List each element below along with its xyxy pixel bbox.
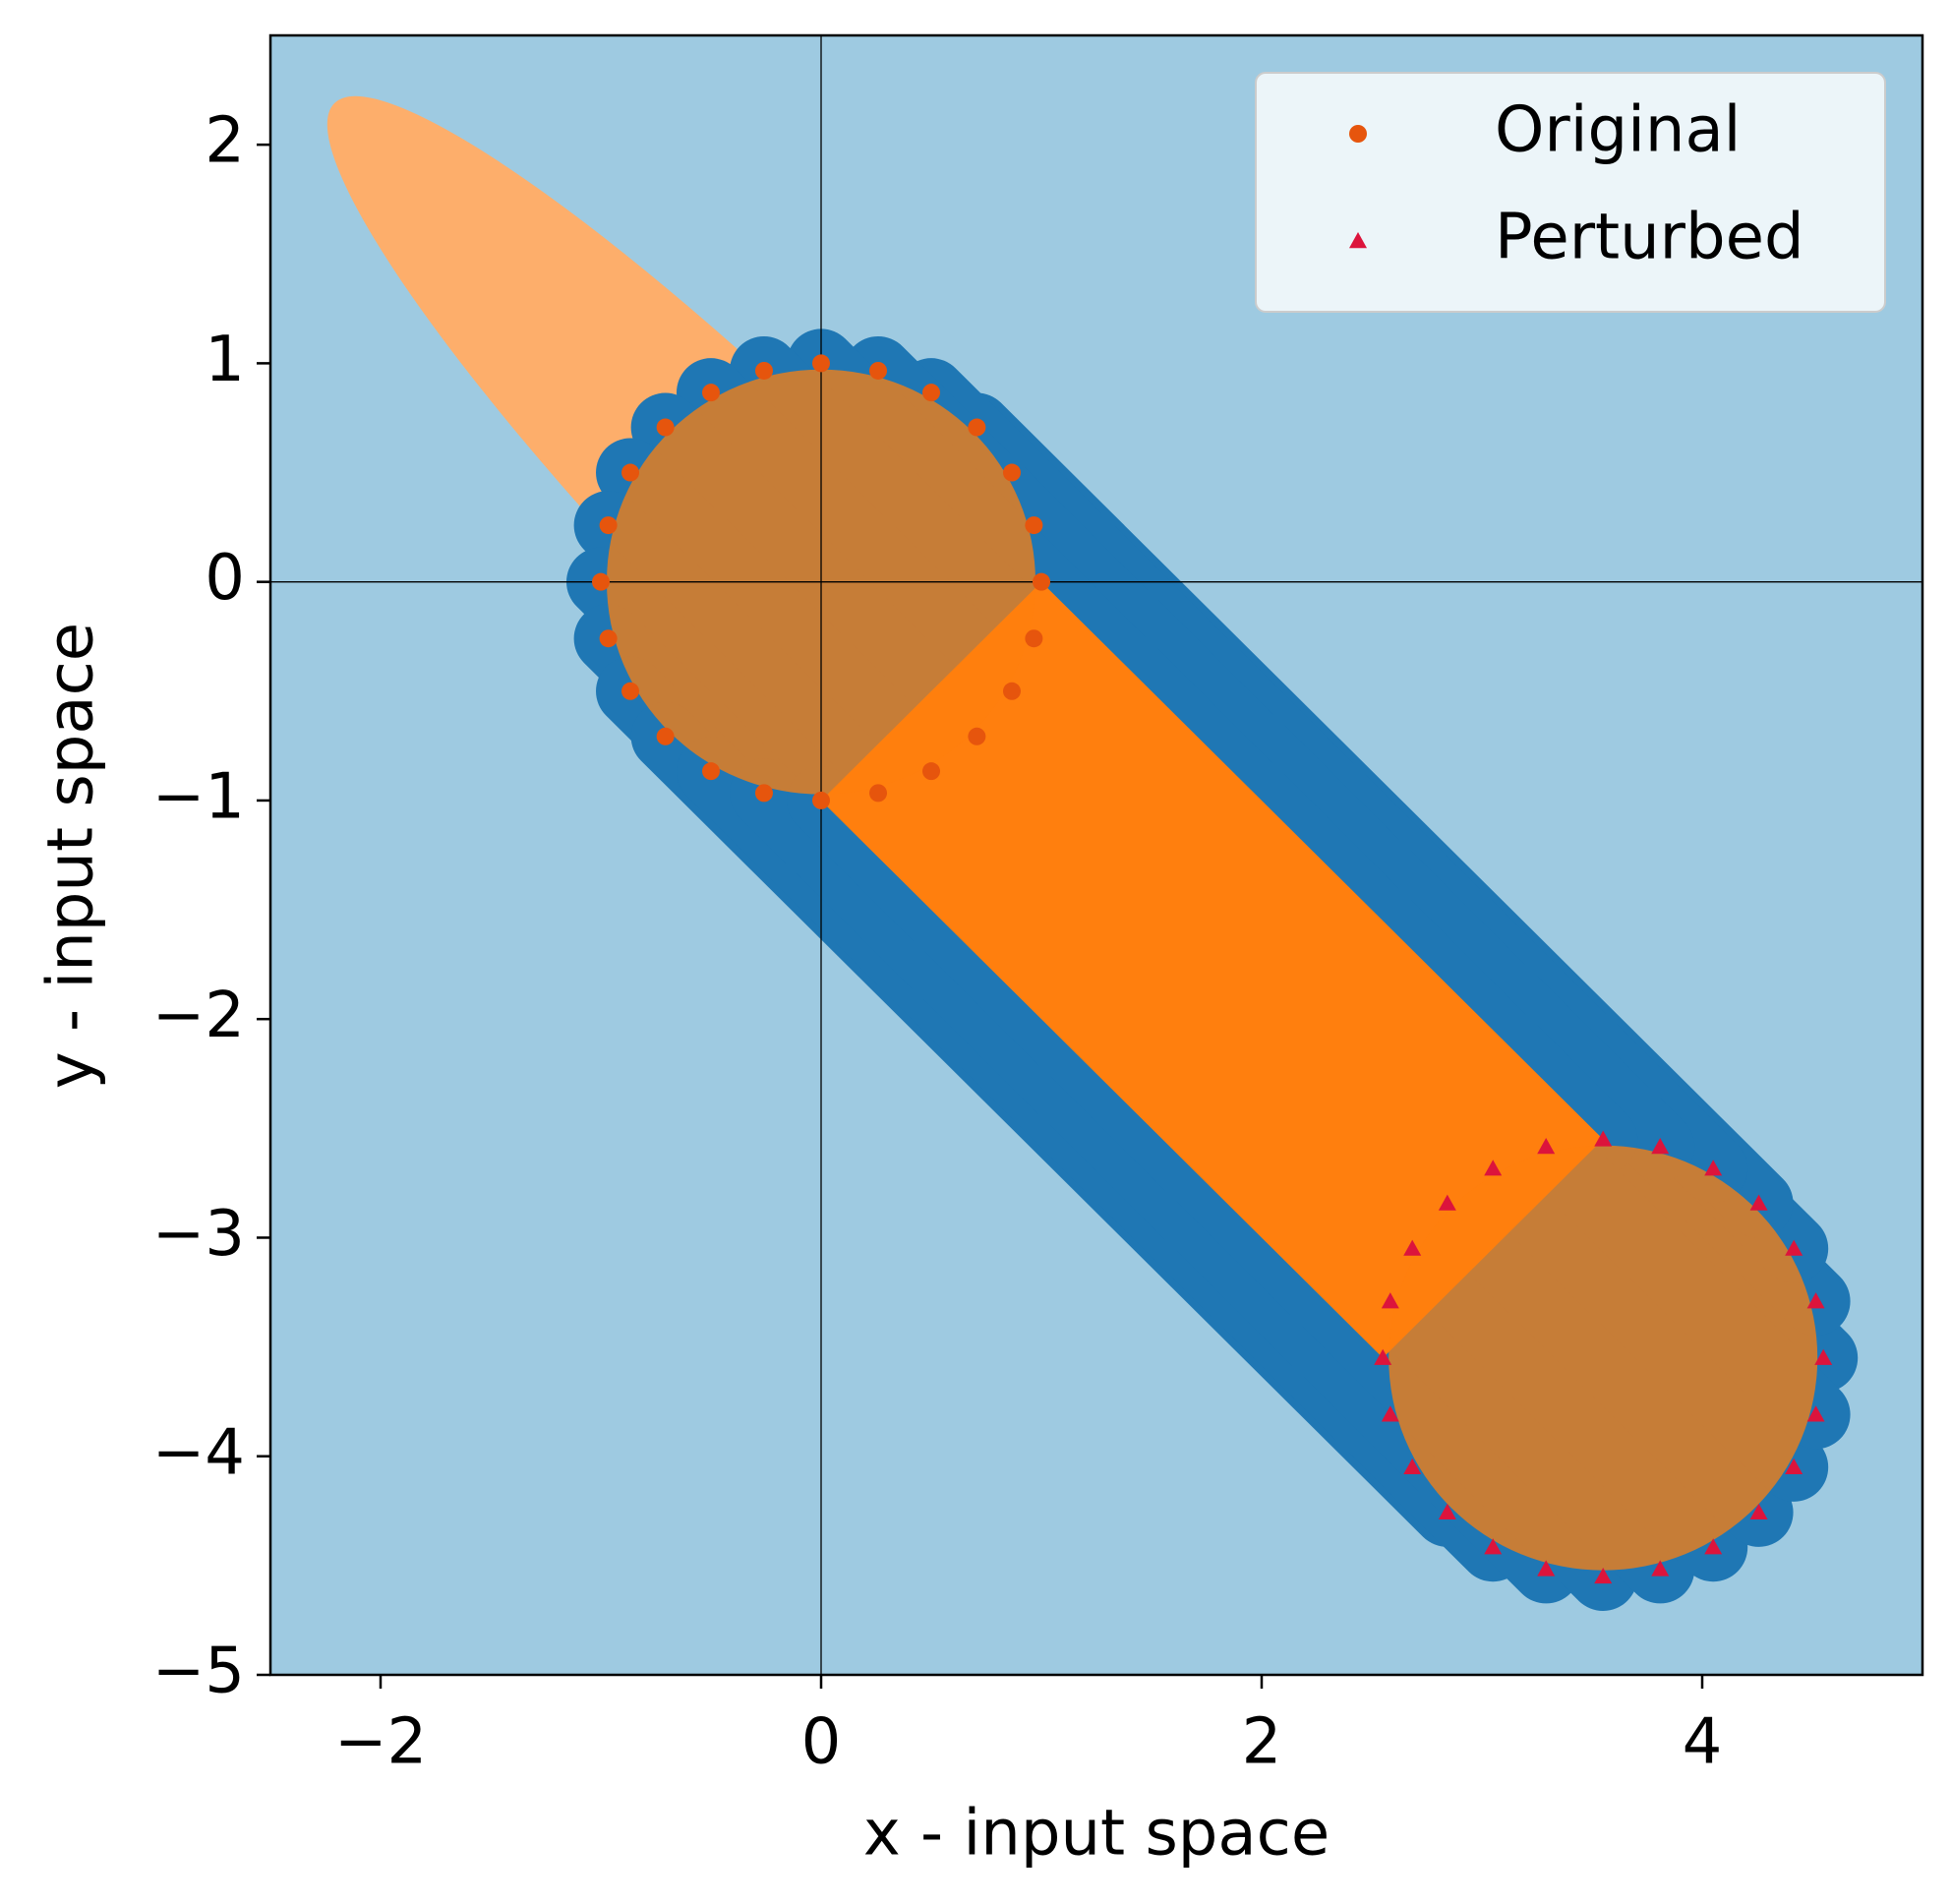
data-point bbox=[1537, 1138, 1556, 1155]
x-axis-label: x - input space bbox=[863, 1798, 1330, 1871]
data-point bbox=[656, 418, 675, 437]
legend-label: Perturbed bbox=[1495, 202, 1804, 274]
legend-box bbox=[1255, 72, 1886, 313]
y-tick-label: −4 bbox=[152, 1416, 245, 1489]
x-tick-label: 4 bbox=[1683, 1706, 1723, 1779]
data-point bbox=[621, 682, 640, 700]
x-tick-label: 2 bbox=[1242, 1706, 1282, 1779]
y-tick-label: 0 bbox=[205, 542, 245, 615]
data-point bbox=[1484, 1538, 1503, 1555]
data-point bbox=[656, 727, 675, 745]
data-point bbox=[1651, 1560, 1670, 1577]
data-point bbox=[869, 361, 888, 380]
orange-band bbox=[821, 581, 1604, 1358]
data-point bbox=[1785, 1458, 1803, 1475]
data-point bbox=[1594, 1130, 1613, 1147]
data-point bbox=[754, 361, 773, 380]
legend-label: Original bbox=[1495, 94, 1741, 167]
x-tick-label: −2 bbox=[334, 1706, 427, 1779]
data-point bbox=[922, 384, 940, 402]
data-point bbox=[1403, 1239, 1422, 1256]
data-point bbox=[1484, 1160, 1503, 1176]
orange-disc bbox=[1389, 1145, 1818, 1571]
y-axis-label: y - input space bbox=[35, 623, 108, 1089]
data-point bbox=[1033, 572, 1050, 591]
legend-marker bbox=[1349, 125, 1367, 143]
data-point bbox=[1704, 1538, 1723, 1555]
data-point bbox=[1594, 1567, 1613, 1584]
data-point bbox=[621, 463, 640, 482]
data-point bbox=[1704, 1160, 1723, 1176]
data-point bbox=[869, 784, 888, 803]
data-point bbox=[812, 354, 830, 373]
data-point bbox=[599, 629, 618, 648]
data-point bbox=[1381, 1292, 1399, 1309]
data-point bbox=[1403, 1458, 1422, 1475]
y-tick-label: −3 bbox=[152, 1198, 245, 1271]
data-point bbox=[1537, 1560, 1556, 1577]
data-point bbox=[1381, 1405, 1399, 1422]
data-point bbox=[702, 762, 720, 781]
data-point bbox=[1002, 463, 1021, 482]
data-point bbox=[1749, 1503, 1768, 1520]
data-point bbox=[1785, 1239, 1803, 1256]
plot-frame bbox=[268, 33, 1924, 1677]
data-point bbox=[1814, 1348, 1833, 1365]
y-tick-label: −1 bbox=[152, 761, 245, 834]
y-tick-label: 2 bbox=[205, 105, 245, 178]
data-point bbox=[754, 784, 773, 803]
data-point bbox=[1002, 682, 1021, 700]
data-point bbox=[968, 418, 986, 437]
data-point bbox=[592, 572, 610, 591]
data-point bbox=[1374, 1348, 1392, 1365]
data-point bbox=[1438, 1194, 1456, 1211]
data-point bbox=[922, 762, 940, 781]
data-point bbox=[1438, 1503, 1456, 1520]
data-point bbox=[812, 791, 830, 809]
data-point bbox=[1025, 629, 1043, 648]
data-point bbox=[702, 384, 720, 402]
data-point bbox=[599, 516, 618, 535]
y-tick-label: 1 bbox=[205, 324, 245, 396]
legend-marker bbox=[1349, 232, 1367, 249]
x-tick-label: 0 bbox=[801, 1706, 842, 1779]
y-tick-label: −2 bbox=[152, 980, 245, 1052]
y-tick-label: −5 bbox=[152, 1636, 245, 1708]
data-point bbox=[1025, 516, 1043, 535]
data-point bbox=[968, 727, 986, 745]
data-point bbox=[1806, 1292, 1825, 1309]
data-point bbox=[1806, 1405, 1825, 1422]
data-point bbox=[1651, 1138, 1670, 1155]
data-point bbox=[1749, 1194, 1768, 1211]
